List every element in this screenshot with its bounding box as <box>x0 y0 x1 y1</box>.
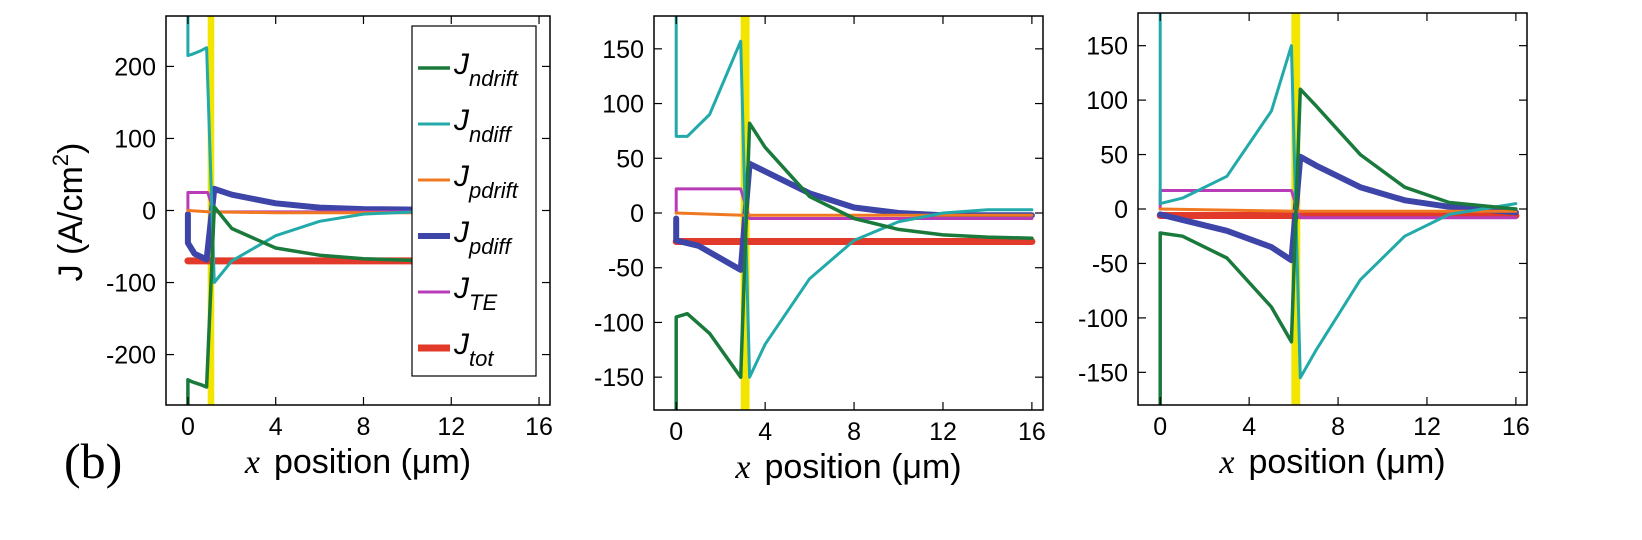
y-tick-label: -200 <box>106 342 156 370</box>
legend-box <box>411 25 537 377</box>
x-axis-label: x position (μm) <box>734 448 961 486</box>
y-axis-label-exponent: 2 <box>48 154 73 166</box>
legend-label-sub: ndiff <box>469 122 513 147</box>
y-tick-label: 50 <box>616 145 644 173</box>
x-tick-label: 4 <box>1242 413 1256 441</box>
legend-label: Jpdiff <box>453 216 513 259</box>
legend-label-main: J <box>453 272 470 305</box>
x-tick-label: 0 <box>1153 413 1167 441</box>
y-tick-label: 0 <box>630 200 644 228</box>
legend-label-sub: ndrift <box>469 66 519 91</box>
y-axis-label: J (A/cm2) <box>48 143 90 282</box>
series-j-pdiff <box>1157 153 1519 264</box>
legend-label-sub: tot <box>469 346 494 371</box>
legend-label: Jndiff <box>453 104 513 147</box>
x-tick-label: 12 <box>1413 413 1441 441</box>
legend-label-main: J <box>453 48 470 81</box>
x-tick-label: 12 <box>437 413 465 441</box>
x-axis-label-text: position (μm) <box>1248 443 1445 481</box>
x-axis-label-text: position (μm) <box>274 443 471 481</box>
y-tick-label: 50 <box>1100 142 1128 170</box>
x-tick-label: 16 <box>1018 418 1046 446</box>
panel-label: (b) <box>64 433 122 489</box>
series-j-ndiff <box>1158 13 1518 380</box>
y-tick-label: 0 <box>1114 196 1128 224</box>
legend-label-main: J <box>453 216 470 249</box>
legend-label-sub: pdrift <box>468 178 519 203</box>
series-j-te <box>674 187 1034 220</box>
y-tick-label: -100 <box>594 309 644 337</box>
panel-1: 0 4 8 12 16 -200 -100 0 100 200 x position (μm) Jndr… <box>106 15 553 481</box>
series-j-ndiff <box>674 16 1034 379</box>
x-tick-label: 8 <box>847 418 861 446</box>
legend-label: Jpdrift <box>453 160 519 203</box>
y-tick-label: -50 <box>1092 250 1128 278</box>
x-axis-label-variable: x <box>734 449 750 486</box>
legend-label-sub: pdiff <box>468 234 513 259</box>
panel-2: 0 4 8 12 16 -150 -100 -50 0 50 100 150 x position (μm… <box>594 15 1046 486</box>
x-tick-label: 16 <box>1502 413 1530 441</box>
legend-label: JTE <box>453 272 497 315</box>
x-axis-label-text: position (μm) <box>764 448 961 486</box>
y-tick-label: 200 <box>114 53 156 81</box>
series-j-pdiff <box>184 185 433 263</box>
legend-label: Jtot <box>453 328 494 371</box>
legend-label-sub: TE <box>469 290 497 315</box>
y-tick-label: -150 <box>1078 359 1128 387</box>
y-tick-label: -100 <box>1078 305 1128 333</box>
y-tick-label: 150 <box>1086 33 1128 61</box>
x-tick-label: 4 <box>758 418 772 446</box>
plot-area <box>184 16 433 405</box>
legend-label-main: J <box>453 160 470 193</box>
panel-3: 0 4 8 12 16 -150 -100 -50 0 50 100 150 x position (μm… <box>1078 12 1530 481</box>
legend-label: Jndrift <box>453 48 519 91</box>
legend-label-main: J <box>453 328 470 361</box>
y-tick-label: 100 <box>1086 87 1128 115</box>
series-j-ndrift <box>1158 87 1518 405</box>
x-axis-label-variable: x <box>1218 444 1234 481</box>
series-j-ndrift <box>186 205 432 405</box>
y-tick-label: -100 <box>106 270 156 298</box>
series-j-ndrift <box>674 121 1034 410</box>
x-tick-label: 0 <box>669 418 683 446</box>
x-tick-label: 4 <box>269 413 283 441</box>
x-axis-label: x position (μm) <box>1218 443 1445 481</box>
y-tick-label: -50 <box>608 255 644 283</box>
plot-area <box>672 16 1036 410</box>
y-axis-label-main: J (A/cm <box>52 166 90 281</box>
series-j-ndiff <box>186 16 431 284</box>
x-tick-label: 8 <box>357 413 371 441</box>
y-tick-label: 0 <box>142 198 156 226</box>
x-tick-label: 16 <box>525 413 553 441</box>
legend-label-main: J <box>453 104 470 137</box>
x-tick-label: 0 <box>181 413 195 441</box>
y-tick-label: 100 <box>114 125 156 153</box>
y-tick-label: 150 <box>602 36 644 64</box>
x-tick-label: 12 <box>929 418 957 446</box>
y-tick-label: 100 <box>602 91 644 119</box>
y-axis-label-close: ) <box>52 143 90 154</box>
x-tick-label: 8 <box>1331 413 1345 441</box>
plot-area <box>1156 13 1520 405</box>
y-tick-label: -150 <box>594 364 644 392</box>
x-axis-label-variable: x <box>244 444 260 481</box>
x-axis-label: x position (μm) <box>244 443 471 481</box>
series-j-pdrift <box>1158 207 1518 213</box>
